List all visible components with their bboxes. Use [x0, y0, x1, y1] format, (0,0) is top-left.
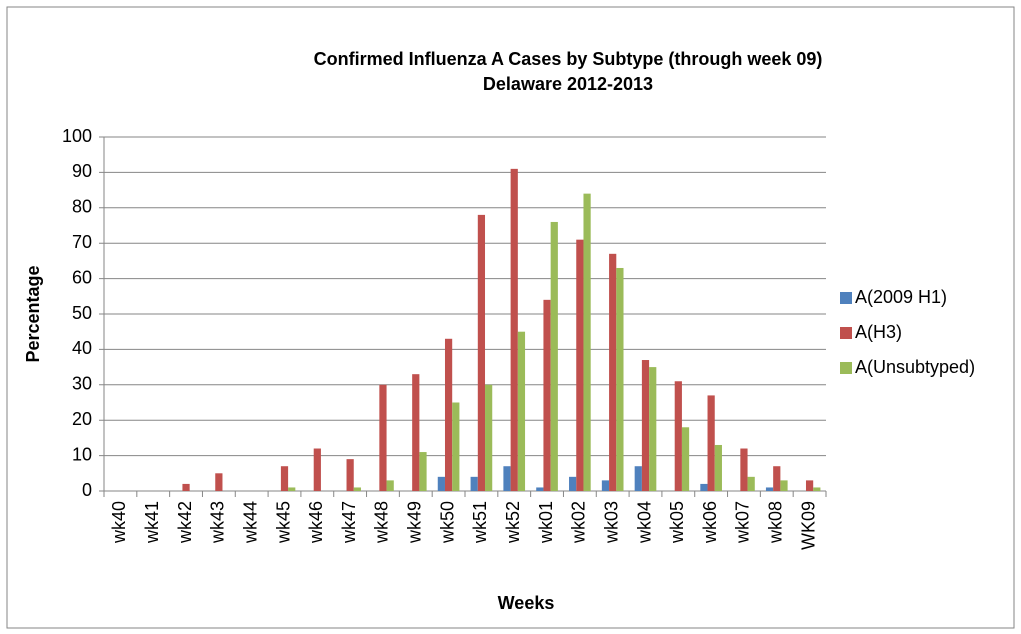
- bar: [543, 299, 551, 491]
- x-tick-label: WK09: [798, 501, 818, 550]
- bar: [477, 214, 486, 491]
- bar: [609, 253, 617, 491]
- legend-label: A(2009 H1): [855, 287, 947, 307]
- bar: [641, 360, 650, 491]
- bar: [681, 427, 690, 491]
- y-tick-label: 0: [82, 480, 92, 500]
- y-tick-label: 20: [72, 409, 92, 429]
- x-tick-label: wk51: [470, 501, 490, 544]
- bar: [805, 480, 814, 491]
- bar: [353, 487, 361, 491]
- bar: [215, 473, 223, 491]
- y-tick-label: 80: [72, 197, 92, 217]
- bar: [634, 466, 642, 491]
- bar: [674, 381, 682, 491]
- bar: [280, 466, 289, 491]
- bar: [601, 480, 610, 491]
- legend-swatch: [840, 362, 852, 374]
- y-tick-label: 100: [62, 126, 92, 146]
- bar: [649, 367, 657, 491]
- bar: [182, 483, 190, 491]
- bar: [773, 466, 781, 491]
- x-tick-label: wk50: [437, 501, 457, 544]
- x-tick-label: wk05: [667, 501, 687, 544]
- y-axis-label: Percentage: [23, 265, 43, 362]
- bar: [510, 168, 518, 492]
- y-tick-label: 50: [72, 303, 92, 323]
- legend-swatch: [840, 292, 852, 304]
- bar: [437, 476, 445, 491]
- bar: [707, 395, 715, 491]
- bar: [419, 452, 427, 491]
- bar: [576, 239, 584, 491]
- bar: [313, 448, 321, 491]
- bar: [346, 459, 354, 491]
- y-tick-label: 90: [72, 161, 92, 181]
- bar: [780, 480, 788, 491]
- bar: [714, 444, 722, 491]
- x-tick-label: wk45: [273, 501, 293, 544]
- bar: [386, 480, 394, 491]
- bar: [517, 331, 526, 491]
- x-tick-label: wk41: [142, 501, 162, 544]
- legend-swatch: [840, 327, 852, 339]
- bar: [412, 374, 420, 491]
- bar: [485, 384, 493, 491]
- legend-label: A(H3): [855, 322, 902, 342]
- y-tick-label: 60: [72, 267, 92, 287]
- chart-subtitle: Delaware 2012-2013: [483, 74, 653, 94]
- x-tick-label: wk43: [208, 501, 228, 544]
- x-tick-label: wk52: [503, 501, 523, 544]
- bar: [503, 466, 511, 491]
- x-tick-label: wk40: [109, 501, 129, 544]
- x-tick-label: wk44: [240, 501, 260, 544]
- bar: [550, 221, 558, 491]
- bar: [616, 267, 624, 491]
- bar: [583, 193, 591, 491]
- x-tick-label: wk04: [634, 501, 654, 544]
- bar: [452, 402, 460, 491]
- bar: [813, 487, 821, 491]
- bar: [379, 384, 387, 491]
- chart-title: Confirmed Influenza A Cases by Subtype (…: [314, 49, 823, 69]
- bar: [765, 487, 774, 491]
- x-tick-label: wk47: [339, 501, 359, 544]
- x-tick-label: wk02: [569, 501, 589, 544]
- x-tick-label: wk42: [175, 501, 195, 544]
- x-tick-label: wk06: [700, 501, 720, 544]
- bar: [536, 487, 544, 491]
- bar: [747, 476, 755, 491]
- bar: [740, 448, 748, 491]
- x-tick-label: wk03: [601, 501, 621, 544]
- x-tick-label: wk08: [766, 501, 786, 544]
- x-axis-label: Weeks: [498, 593, 555, 613]
- x-tick-label: wk48: [372, 501, 392, 544]
- y-tick-label: 30: [72, 374, 92, 394]
- chart-frame: [6, 6, 1015, 629]
- x-tick-label: wk46: [306, 501, 326, 544]
- x-tick-label: wk07: [733, 501, 753, 544]
- legend-label: A(Unsubtyped): [855, 357, 975, 377]
- x-tick-label: wk49: [405, 501, 425, 544]
- y-tick-label: 40: [72, 338, 92, 358]
- y-tick-label: 70: [72, 232, 92, 252]
- bar: [444, 338, 453, 491]
- x-tick-label: wk01: [536, 501, 556, 544]
- bar: [700, 483, 708, 491]
- bar: [288, 487, 296, 491]
- y-tick-label: 10: [72, 444, 92, 464]
- bar: [569, 476, 577, 491]
- bar: [470, 476, 478, 491]
